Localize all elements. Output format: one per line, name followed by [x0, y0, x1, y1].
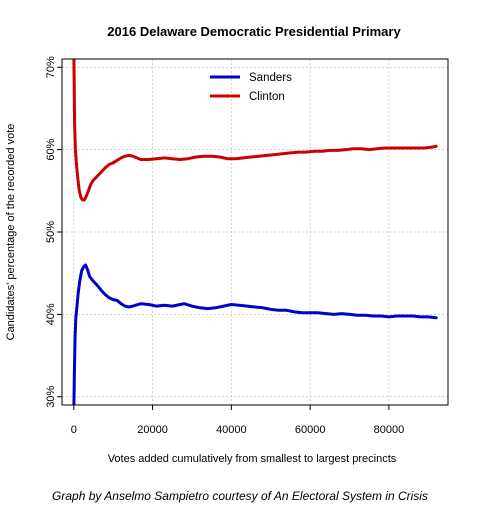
x-tick-label: 60000 — [295, 424, 326, 436]
x-tick-label: 20000 — [137, 424, 168, 436]
legend-label-sanders: Sanders — [249, 72, 292, 84]
legend: Sanders Clinton — [210, 72, 292, 103]
series-line-sanders — [72, 263, 438, 405]
series-line-clinton — [72, 59, 438, 202]
x-tick-label: 40000 — [216, 424, 247, 436]
legend-label-clinton: Clinton — [249, 91, 285, 103]
y-tick-label: 70% — [45, 56, 57, 78]
series-lines — [72, 59, 438, 405]
y-axis: 30% 40% 50% 60% 70% — [45, 56, 62, 408]
x-tick-label: 0 — [71, 424, 77, 436]
credit-caption: Graph by Anselmo Sampietro courtesy of A… — [52, 489, 428, 503]
x-axis: 0 20000 40000 60000 80000 — [71, 405, 404, 436]
y-tick-label: 60% — [45, 138, 57, 160]
y-tick-label: 40% — [45, 303, 57, 325]
y-tick-label: 30% — [45, 386, 57, 408]
y-axis-label: Candidates' percentage of the recorded v… — [5, 124, 17, 341]
chart-title: 2016 Delaware Democratic Presidential Pr… — [107, 24, 401, 39]
y-tick-label: 50% — [45, 221, 57, 243]
x-axis-label: Votes added cumulatively from smallest t… — [108, 453, 397, 465]
x-tick-label: 80000 — [374, 424, 405, 436]
grid — [62, 59, 448, 405]
